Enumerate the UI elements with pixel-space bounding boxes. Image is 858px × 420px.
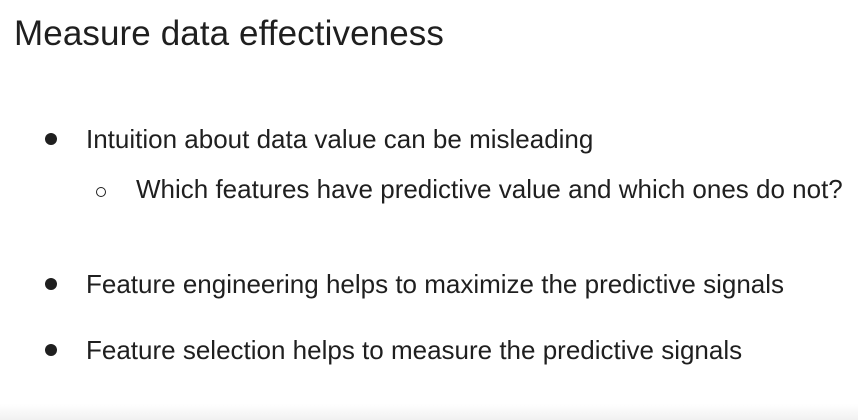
bullet-text: Feature engineering helps to maximize th… — [86, 269, 785, 299]
bullet-dot-icon — [45, 344, 57, 356]
sub-bullet-item: Which features have predictive value and… — [0, 168, 858, 256]
bullet-ring-icon — [96, 187, 106, 197]
bullet-item: Feature engineering helps to maximize th… — [0, 261, 858, 307]
bullet-text: Feature selection helps to measure the p… — [86, 335, 743, 365]
bullet-item: Feature selection helps to measure the p… — [0, 327, 858, 373]
slide-title: Measure data effectiveness — [14, 14, 444, 53]
bottom-edge-shadow — [0, 404, 858, 420]
bullet-item: Intuition about data value can be mislea… — [0, 116, 858, 162]
sub-bullet-text: Which features have predictive value and… — [136, 174, 843, 204]
bullet-dot-icon — [45, 133, 57, 145]
bullet-text: Intuition about data value can be mislea… — [86, 124, 594, 154]
bullet-dot-icon — [45, 278, 57, 290]
